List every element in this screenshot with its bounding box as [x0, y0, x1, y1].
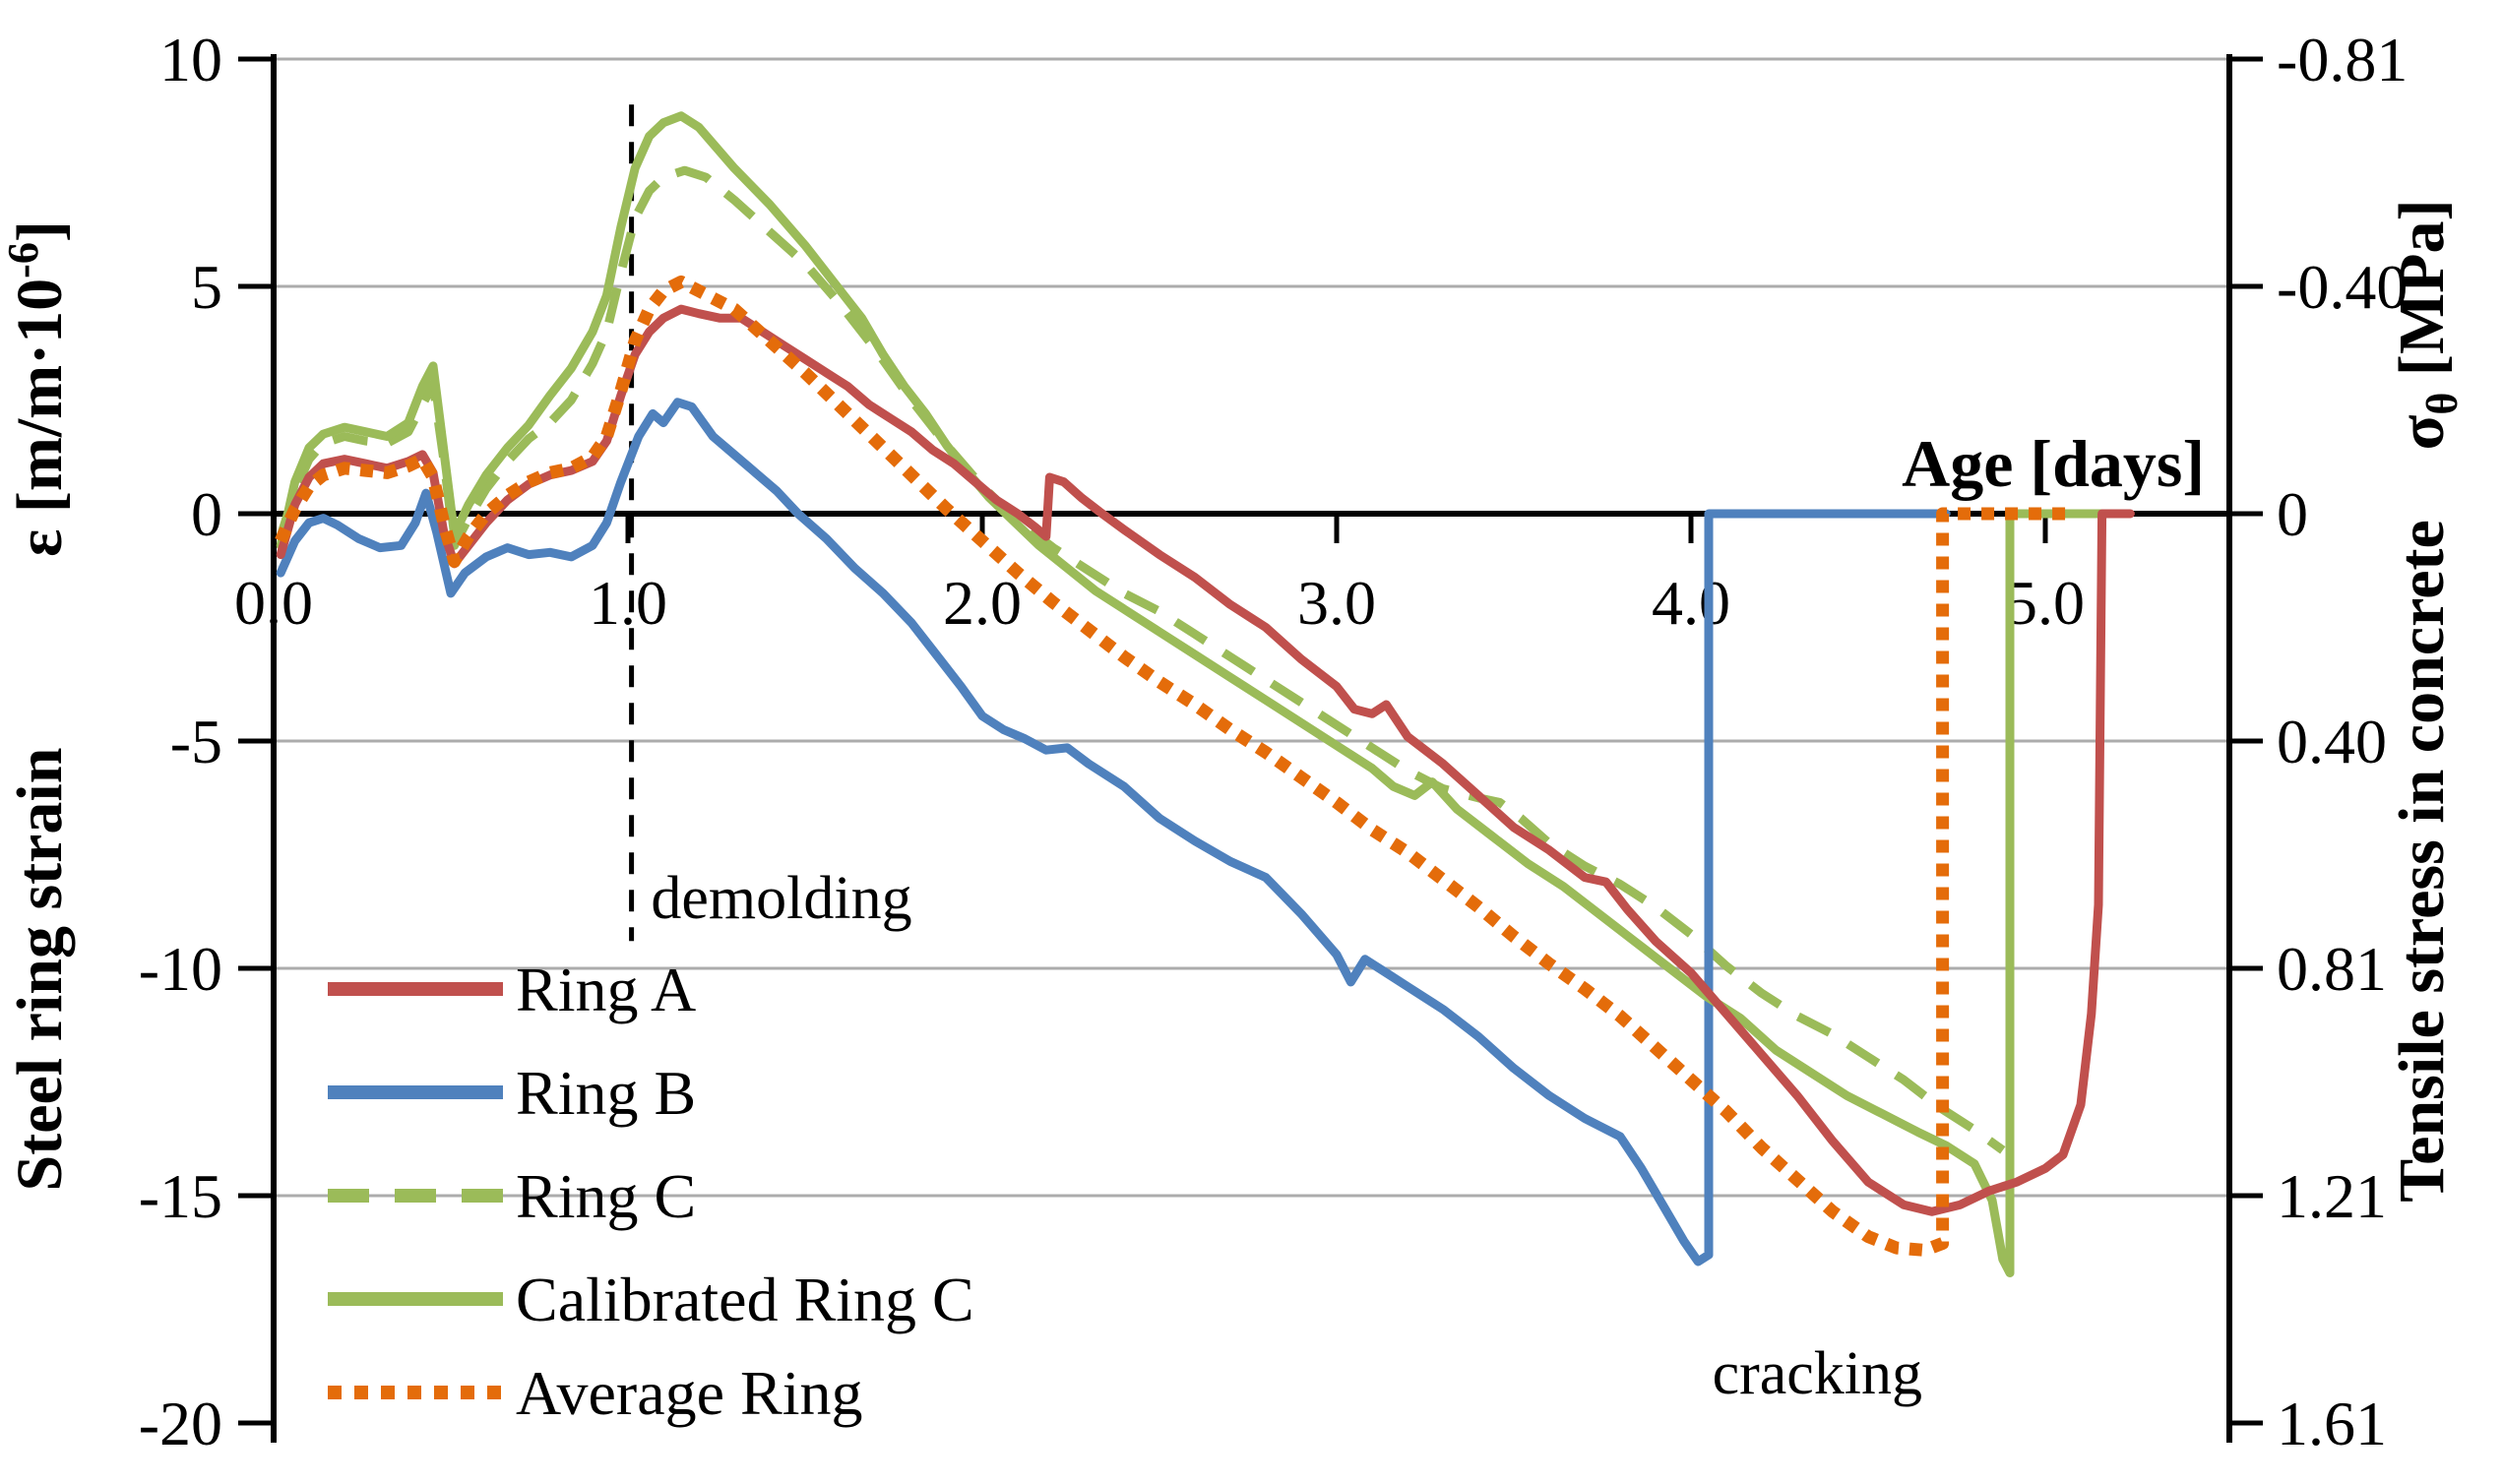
- annotation-demolding: demolding: [651, 865, 911, 932]
- y-axis-title-left-units: ε [m/m·10-6]: [0, 220, 76, 557]
- x-tick-label: 5.0: [2006, 568, 2085, 638]
- x-tick-label: 4.0: [1652, 568, 1730, 638]
- y-axis-title-right-units: σθ [MPa]: [2386, 200, 2467, 451]
- y-tick-label-right: 1.61: [2277, 1389, 2387, 1458]
- legend-item: Ring B: [328, 1058, 696, 1128]
- series-average-ring-line: [275, 275, 2067, 1257]
- y-tick-label-right: 0.81: [2277, 934, 2387, 1004]
- legend-label: Ring B: [516, 1058, 696, 1128]
- x-tick-label: 1.0: [589, 568, 667, 638]
- y-tick-label-left: -10: [139, 934, 222, 1004]
- y-tick-label-right: 0: [2277, 479, 2308, 549]
- legend-item: Average Ring: [328, 1358, 862, 1428]
- y-tick-label-left: 10: [159, 25, 222, 94]
- y-tick-label-right: -0.81: [2277, 25, 2408, 94]
- y-tick-label-right: 0.40: [2277, 707, 2387, 776]
- y-tick-label-right: -0.40: [2277, 252, 2408, 322]
- x-axis-title: Age [days]: [1902, 426, 2205, 501]
- legend-item: Ring C: [328, 1161, 696, 1231]
- x-tick-label: 2.0: [943, 568, 1022, 638]
- y-tick-label-right: 1.21: [2277, 1161, 2387, 1231]
- y-axis-title-right: Tensile stress in concrete: [2386, 520, 2458, 1203]
- legend-item: Ring A: [328, 955, 696, 1024]
- legend-label: Average Ring: [516, 1358, 862, 1428]
- series-ring-a-line: [276, 304, 2135, 1216]
- x-tick-label: 0.0: [234, 568, 313, 638]
- legend-label: Ring A: [516, 955, 696, 1024]
- y-tick-label-left: -5: [170, 707, 222, 776]
- y-tick-label-left: 0: [191, 479, 222, 549]
- y-tick-label-left: -15: [139, 1161, 222, 1231]
- annotation-cracking: cracking: [1713, 1340, 1922, 1407]
- y-axis-title-left: Steel ring strain: [4, 748, 76, 1192]
- y-tick-label-left: 5: [191, 252, 222, 322]
- legend-label: Ring C: [516, 1161, 696, 1231]
- x-tick-label: 3.0: [1297, 568, 1376, 638]
- series-ring-b-line: [276, 398, 1951, 1267]
- legend-item: Calibrated Ring C: [328, 1265, 974, 1334]
- y-tick-label-left: -20: [139, 1389, 222, 1458]
- legend-label: Calibrated Ring C: [516, 1265, 974, 1334]
